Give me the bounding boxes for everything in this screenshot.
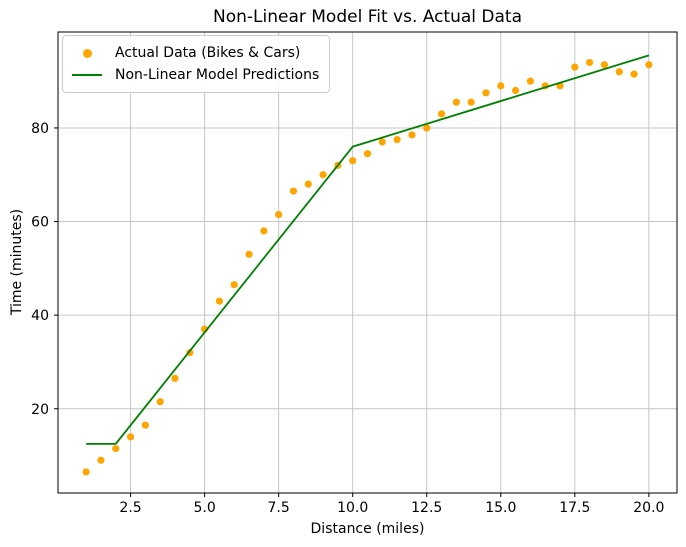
data-point [437,110,446,118]
y-tick-label: 20 [31,402,49,418]
data-point [615,68,623,76]
legend-item-model-predictions: Non-Linear Model Predictions [69,64,319,86]
data-point [378,138,386,146]
x-tick-label: 15.0 [485,500,516,516]
data-point [126,433,135,441]
data-point [349,157,357,165]
data-point [571,63,579,71]
data-point [260,227,268,235]
data-point [630,70,638,78]
data-point [141,421,149,429]
data-point [467,98,475,106]
x-tick-label: 17.5 [559,500,590,516]
legend-label: Non-Linear Model Predictions [115,67,320,83]
data-point [586,58,594,67]
data-point [289,187,298,195]
model-line [86,54,650,445]
scatter-dot-icon [82,48,92,58]
data-point [112,444,120,453]
y-axis-label: Time (minutes) [9,208,25,316]
data-point [600,61,609,69]
data-point [452,98,460,106]
data-point [511,86,520,95]
data-point [363,150,372,158]
x-tick-label: 2.5 [119,500,141,516]
data-point [393,136,401,144]
legend-label: Actual Data (Bikes & Cars) [115,45,301,61]
data-point [156,398,164,406]
data-point [230,281,238,289]
x-tick-label: 7.5 [268,500,290,516]
data-point [497,82,505,90]
data-point [304,180,312,188]
line-swatch-icon [72,74,102,76]
x-tick-label: 12.5 [411,500,442,516]
data-point [526,77,534,85]
data-point [171,374,179,382]
data-point [482,89,490,97]
x-tick-label: 5.0 [193,500,215,516]
plot-spines [57,31,678,494]
data-point [82,468,90,476]
data-point [319,171,327,179]
chart-title: Non-Linear Model Fit vs. Actual Data [212,7,523,27]
legend: Actual Data (Bikes & Cars) Non-Linear Mo… [62,35,331,93]
legend-marker-area [69,74,105,76]
x-tick-label: 10.0 [337,500,368,516]
data-point [275,210,283,219]
x-tick-label: 20.0 [633,500,664,516]
y-tick-label: 60 [31,215,49,231]
legend-marker-area [69,48,105,58]
y-tick-label: 80 [31,121,49,137]
data-point [645,61,653,69]
data-point [97,456,105,464]
legend-item-actual-data: Actual Data (Bikes & Cars) [69,42,319,64]
data-point [215,297,224,305]
x-axis-label: Distance (miles) [310,521,425,537]
data-point [245,250,253,258]
y-tick-label: 40 [31,308,49,324]
data-point [408,131,416,139]
data-point [423,124,431,132]
